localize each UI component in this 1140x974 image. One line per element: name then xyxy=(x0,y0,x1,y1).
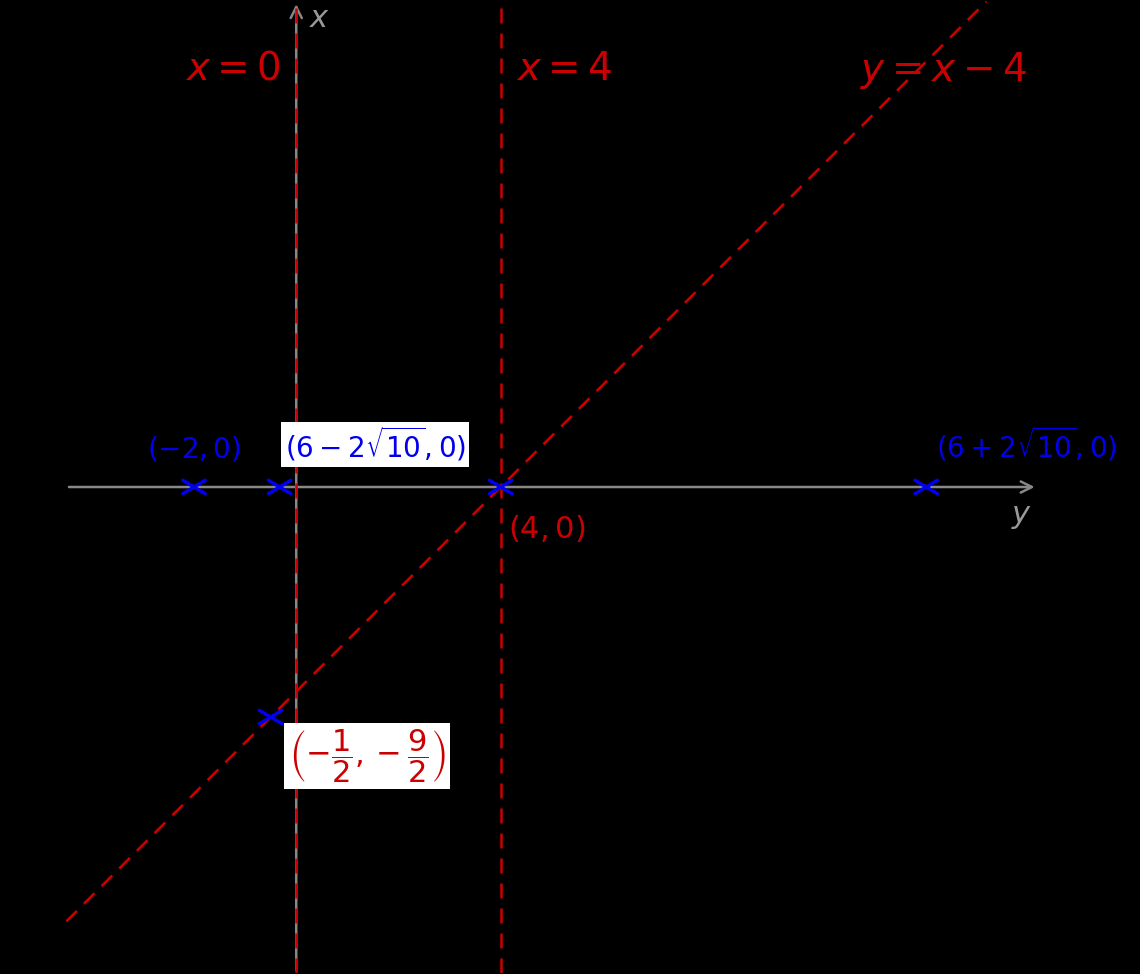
Text: $(4,0)$: $(4,0)$ xyxy=(508,512,586,543)
Text: $x$: $x$ xyxy=(309,4,331,33)
Text: $y$: $y$ xyxy=(1011,503,1033,532)
Text: $x=4$: $x=4$ xyxy=(516,50,612,88)
Text: $(6-2\sqrt{10},0)$: $(6-2\sqrt{10},0)$ xyxy=(285,426,466,464)
Text: $y=x-4$: $y=x-4$ xyxy=(861,50,1027,91)
Text: $\left(-\dfrac{1}{2},-\dfrac{9}{2}\right)$: $\left(-\dfrac{1}{2},-\dfrac{9}{2}\right… xyxy=(288,728,446,785)
Text: $(-2,0)$: $(-2,0)$ xyxy=(147,435,241,464)
Text: $(6+2\sqrt{10},0)$: $(6+2\sqrt{10},0)$ xyxy=(936,426,1117,464)
Text: $x=0$: $x=0$ xyxy=(185,50,280,88)
